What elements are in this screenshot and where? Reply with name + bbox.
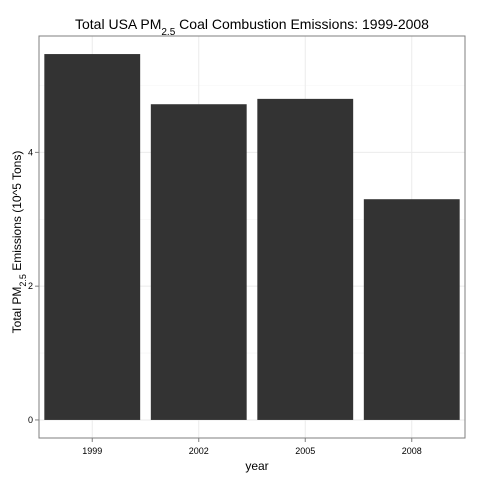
chart-title: Total USA PM2.5 Coal Combustion Emission… <box>75 16 429 38</box>
plot-panel <box>38 35 466 439</box>
bar <box>257 98 354 420</box>
y-tick-label: 2 <box>28 281 33 291</box>
bar <box>150 104 247 420</box>
x-tick-label: 2002 <box>189 446 209 456</box>
x-axis-title: year <box>245 459 268 473</box>
x-tick-label: 2008 <box>402 446 422 456</box>
bar <box>44 54 141 420</box>
x-tick-label: 1999 <box>82 446 102 456</box>
y-tick-label: 4 <box>28 147 33 157</box>
bar <box>363 199 460 420</box>
x-axis: 1999 2002 2005 2008 <box>82 438 422 456</box>
y-axis: 0 2 4 <box>28 147 39 425</box>
y-axis-title: Total PM2.5 Emissions (10^5 Tons) <box>10 151 28 334</box>
x-tick-label: 2005 <box>295 446 315 456</box>
bars <box>44 54 460 420</box>
panel-border <box>38 35 466 439</box>
y-tick-label: 0 <box>28 415 33 425</box>
